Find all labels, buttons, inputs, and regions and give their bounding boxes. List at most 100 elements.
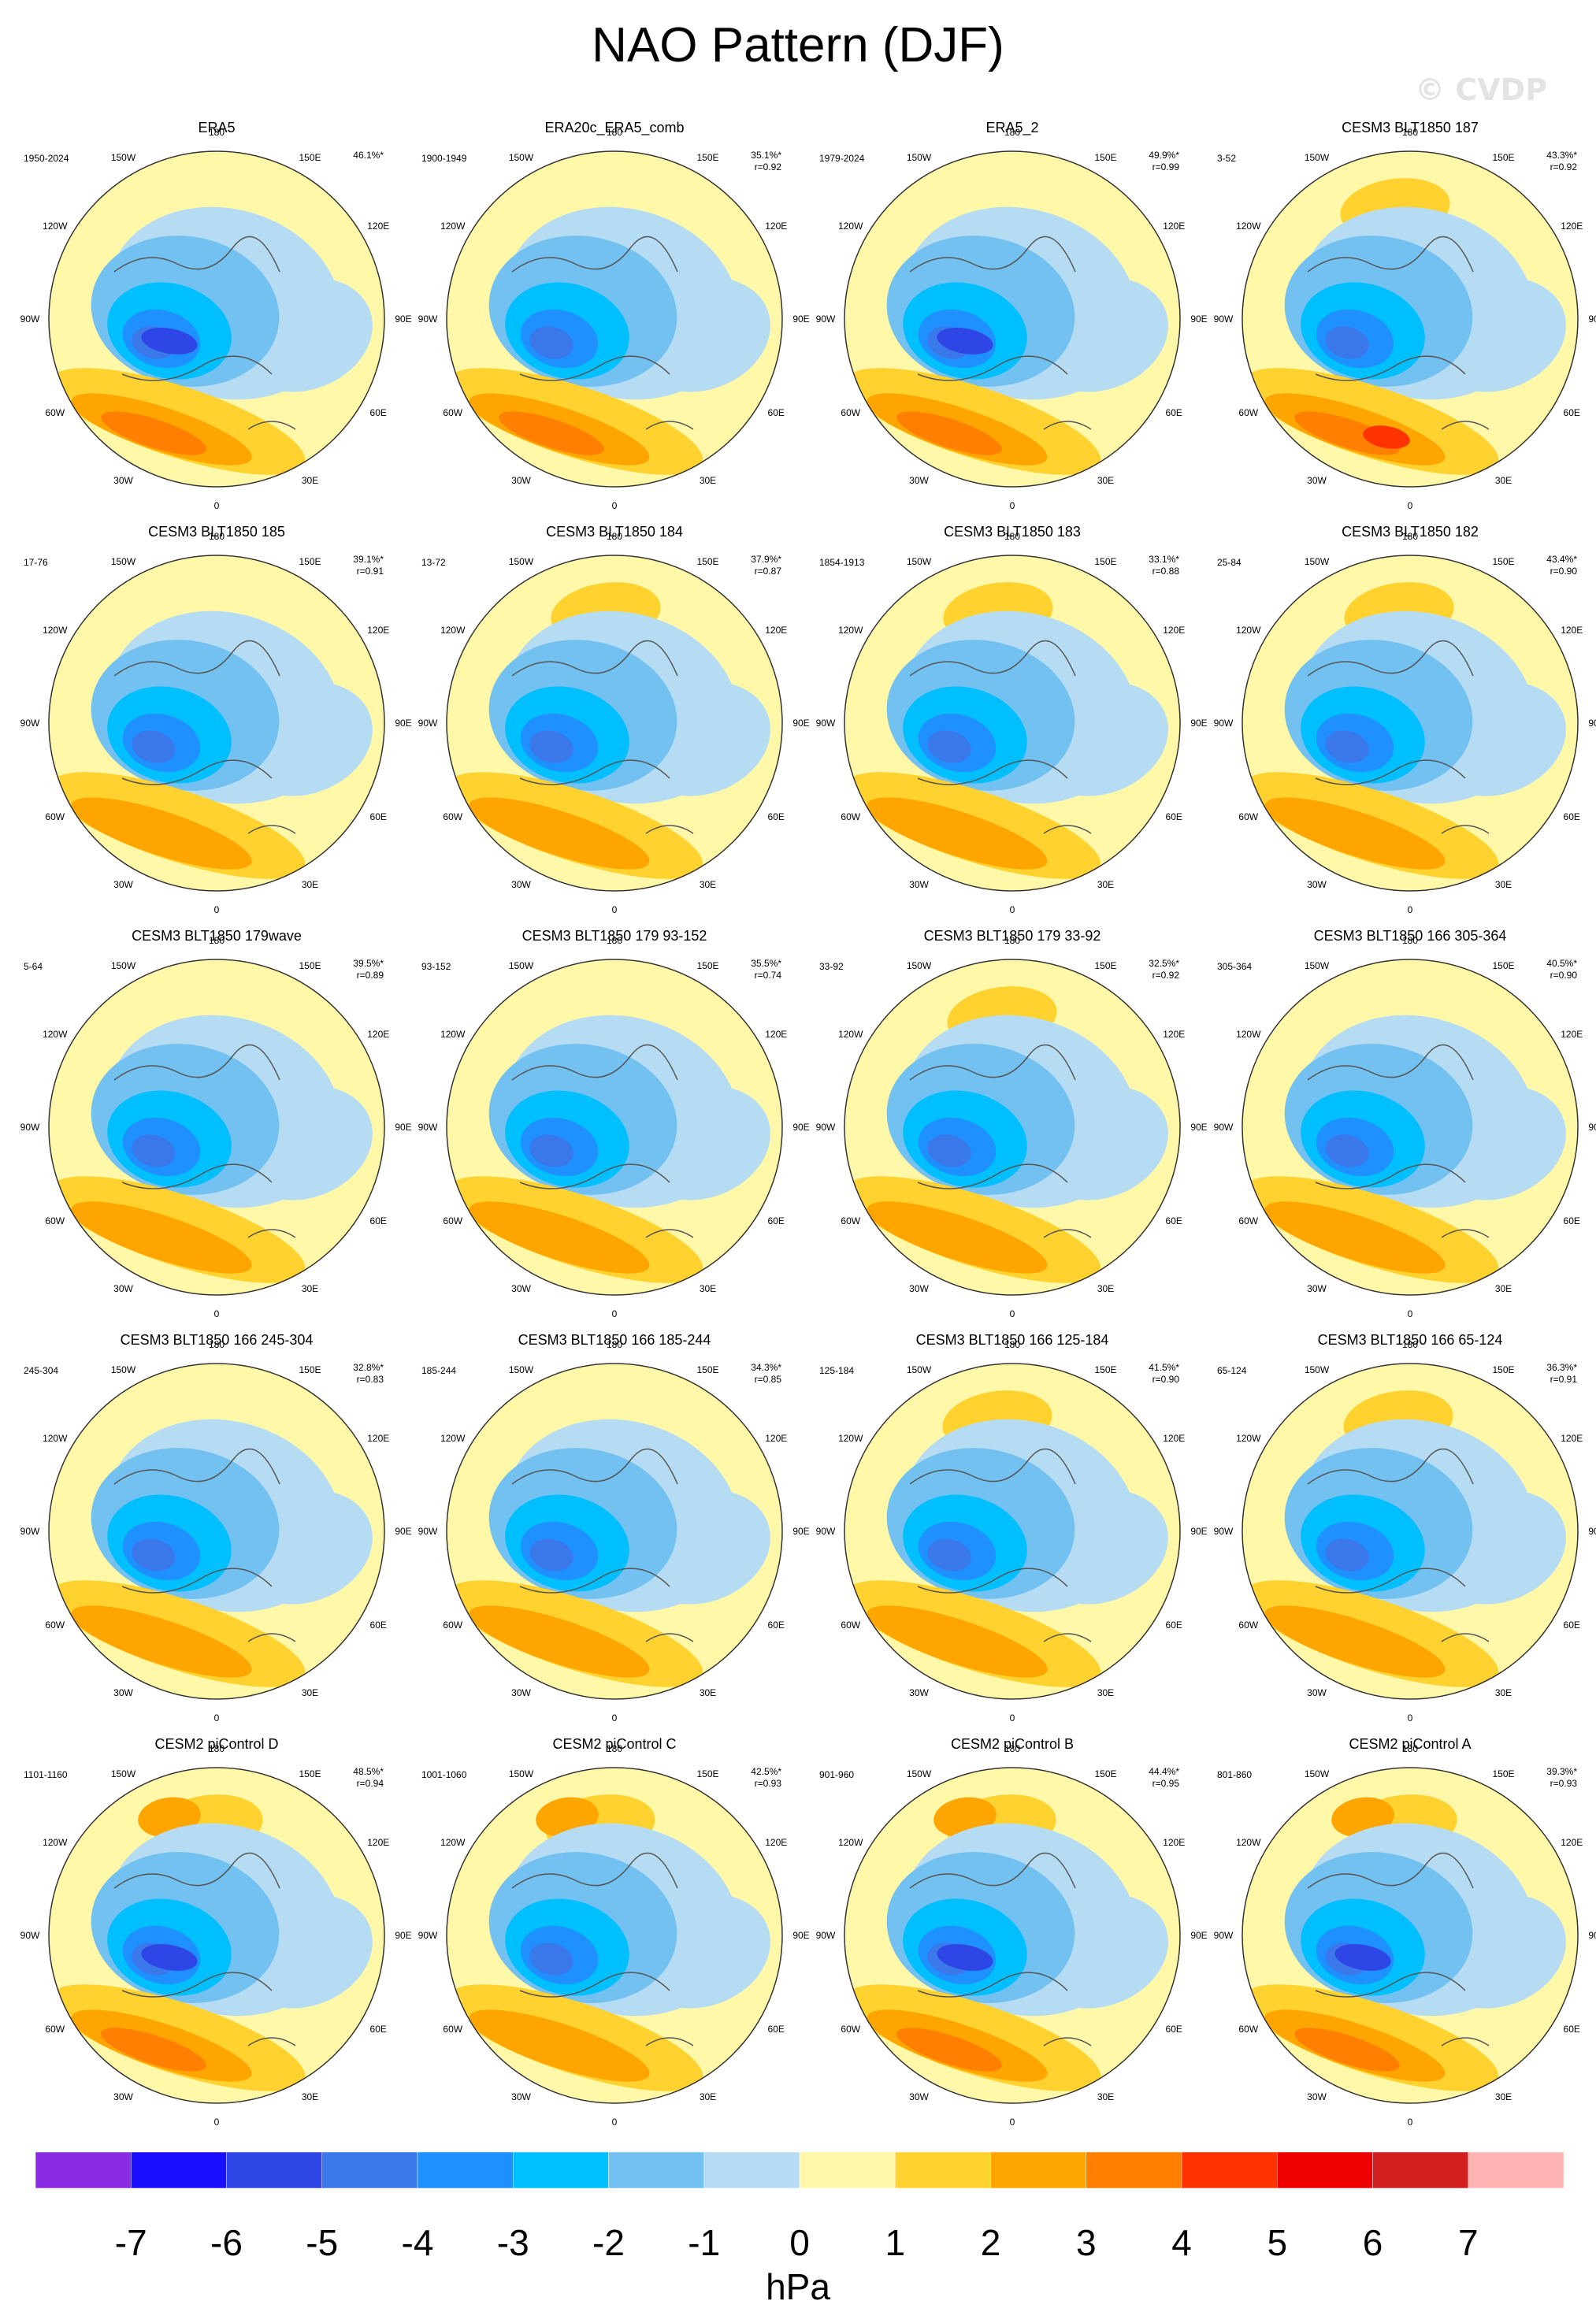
longitude-label: 90W — [815, 1526, 836, 1537]
longitude-label: 120E — [765, 1836, 788, 1848]
longitude-label: 60E — [1165, 406, 1182, 418]
longitude-label: 90E — [1190, 1526, 1208, 1537]
longitude-label: 150W — [1304, 1768, 1330, 1779]
polar-map — [1242, 150, 1579, 488]
longitude-label: 60E — [767, 2023, 785, 2035]
longitude-label: 150W — [508, 1364, 534, 1375]
colorbar-swatch — [1277, 2151, 1373, 2189]
longitude-label: 30E — [301, 1283, 319, 1295]
longitude-label: 150E — [696, 151, 719, 163]
map-panel: CESM3 BLT1850 179wave 5-64 39.5%* r=0.89 180… — [17, 928, 416, 1327]
longitude-label: 30W — [1307, 1687, 1327, 1699]
panel-title: ERA5 — [198, 120, 236, 135]
colorbar-tick-label: -1 — [688, 2222, 721, 2263]
colorbar-tick-label: 0 — [789, 2222, 810, 2263]
longitude-label: 120E — [765, 220, 788, 232]
panel-correlation: r=0.74 — [754, 970, 781, 981]
panel-correlation: r=0.93 — [754, 1778, 781, 1789]
panel-correlation: r=0.91 — [356, 566, 384, 577]
longitude-label: 90W — [20, 314, 40, 325]
panel-variance: 39.1%* — [353, 554, 384, 565]
longitude-label: 90E — [395, 314, 412, 325]
longitude-label: 30W — [113, 1687, 133, 1699]
longitude-label: 120E — [367, 624, 390, 636]
colorbar-swatch — [226, 2151, 322, 2189]
longitude-label: 120W — [440, 624, 466, 636]
colorbar-label: hPa — [766, 2266, 830, 2307]
panel-correlation: r=0.91 — [1550, 1374, 1577, 1385]
longitude-label: 180 — [1401, 1743, 1419, 1754]
longitude-label: 0 — [1009, 2117, 1015, 2128]
longitude-label: 180 — [208, 1743, 225, 1754]
longitude-label: 120W — [43, 1028, 68, 1040]
panel-period: 1900-1949 — [421, 153, 467, 164]
panel-correlation: r=0.87 — [754, 566, 781, 577]
colorbar-swatch — [35, 2151, 132, 2189]
longitude-label: 180 — [1401, 127, 1419, 138]
longitude-label: 60E — [369, 811, 387, 822]
longitude-label: 180 — [1004, 127, 1021, 138]
panel-title: CESM3 BLT1850 166 245-304 — [120, 1332, 314, 1348]
longitude-label: 150W — [110, 555, 136, 567]
longitude-label: 120E — [1163, 624, 1186, 636]
panel-period: 245-304 — [24, 1365, 59, 1376]
longitude-label: 60W — [443, 2023, 463, 2035]
longitude-label: 150E — [696, 555, 719, 567]
map-panel: CESM3 BLT1850 184 13-72 37.9%* r=0.87 180 150… — [415, 524, 814, 922]
longitude-label: 90W — [1213, 718, 1234, 729]
longitude-label: 60E — [1563, 1619, 1580, 1631]
polar-map — [1242, 1363, 1579, 1700]
polar-map — [446, 1363, 783, 1700]
longitude-label: 30E — [1097, 2091, 1115, 2103]
panel-title: CESM3 BLT1850 166 305-364 — [1313, 928, 1507, 944]
polar-map — [1242, 1767, 1579, 2104]
longitude-label: 150E — [696, 1768, 719, 1779]
longitude-label: 30E — [1097, 1687, 1115, 1699]
longitude-label: 30E — [301, 475, 319, 487]
longitude-label: 120E — [1561, 220, 1583, 232]
panel-correlation: r=0.83 — [356, 1374, 384, 1385]
coastline — [909, 1448, 1092, 1642]
colorbar-tick-label: -2 — [592, 2222, 625, 2263]
longitude-label: 0 — [1407, 904, 1413, 915]
longitude-label: 60E — [767, 1619, 785, 1631]
longitude-label: 180 — [1004, 935, 1021, 946]
longitude-label: 30E — [699, 1283, 717, 1295]
longitude-label: 30E — [1097, 475, 1115, 487]
longitude-label: 150E — [299, 959, 321, 971]
longitude-label: 30W — [909, 2091, 929, 2103]
colorbar-swatch — [895, 2151, 991, 2189]
longitude-label: 30W — [113, 1283, 133, 1295]
panel-title: CESM2 piControl D — [154, 1736, 279, 1752]
panel-variance: 48.5%* — [353, 1766, 384, 1777]
longitude-label: 120E — [765, 1432, 788, 1444]
longitude-label: 60W — [45, 1619, 65, 1631]
longitude-label: 30E — [699, 475, 717, 487]
panel-variance: 41.5%* — [1149, 1362, 1179, 1373]
panel-title: ERA20c_ERA5_comb — [544, 120, 685, 135]
longitude-label: 150W — [110, 151, 136, 163]
longitude-label: 0 — [213, 1308, 220, 1319]
longitude-label: 150E — [299, 555, 321, 567]
panel-period: 33-92 — [819, 961, 844, 972]
longitude-label: 30W — [1307, 879, 1327, 891]
panel-correlation: r=0.90 — [1550, 970, 1577, 981]
longitude-label: 120W — [838, 1028, 863, 1040]
panel-period: 65-124 — [1217, 1365, 1247, 1376]
longitude-label: 120W — [1236, 1028, 1261, 1040]
longitude-label: 120W — [43, 1432, 68, 1444]
coastline — [113, 236, 296, 430]
longitude-label: 120W — [838, 1836, 863, 1848]
polar-map — [844, 959, 1181, 1296]
longitude-label: 120E — [1163, 220, 1186, 232]
coastline — [909, 1852, 1092, 2046]
panel-title: CESM2 piControl B — [950, 1736, 1075, 1752]
longitude-label: 90W — [815, 314, 836, 325]
longitude-label: 90W — [815, 1122, 836, 1133]
longitude-label: 60W — [1238, 406, 1259, 418]
panel-correlation: r=0.89 — [356, 970, 384, 981]
panel-title: CESM3 BLT1850 182 — [1342, 524, 1479, 540]
longitude-label: 150W — [508, 1768, 534, 1779]
longitude-label: 0 — [1009, 904, 1015, 915]
coastline — [909, 1044, 1092, 1238]
